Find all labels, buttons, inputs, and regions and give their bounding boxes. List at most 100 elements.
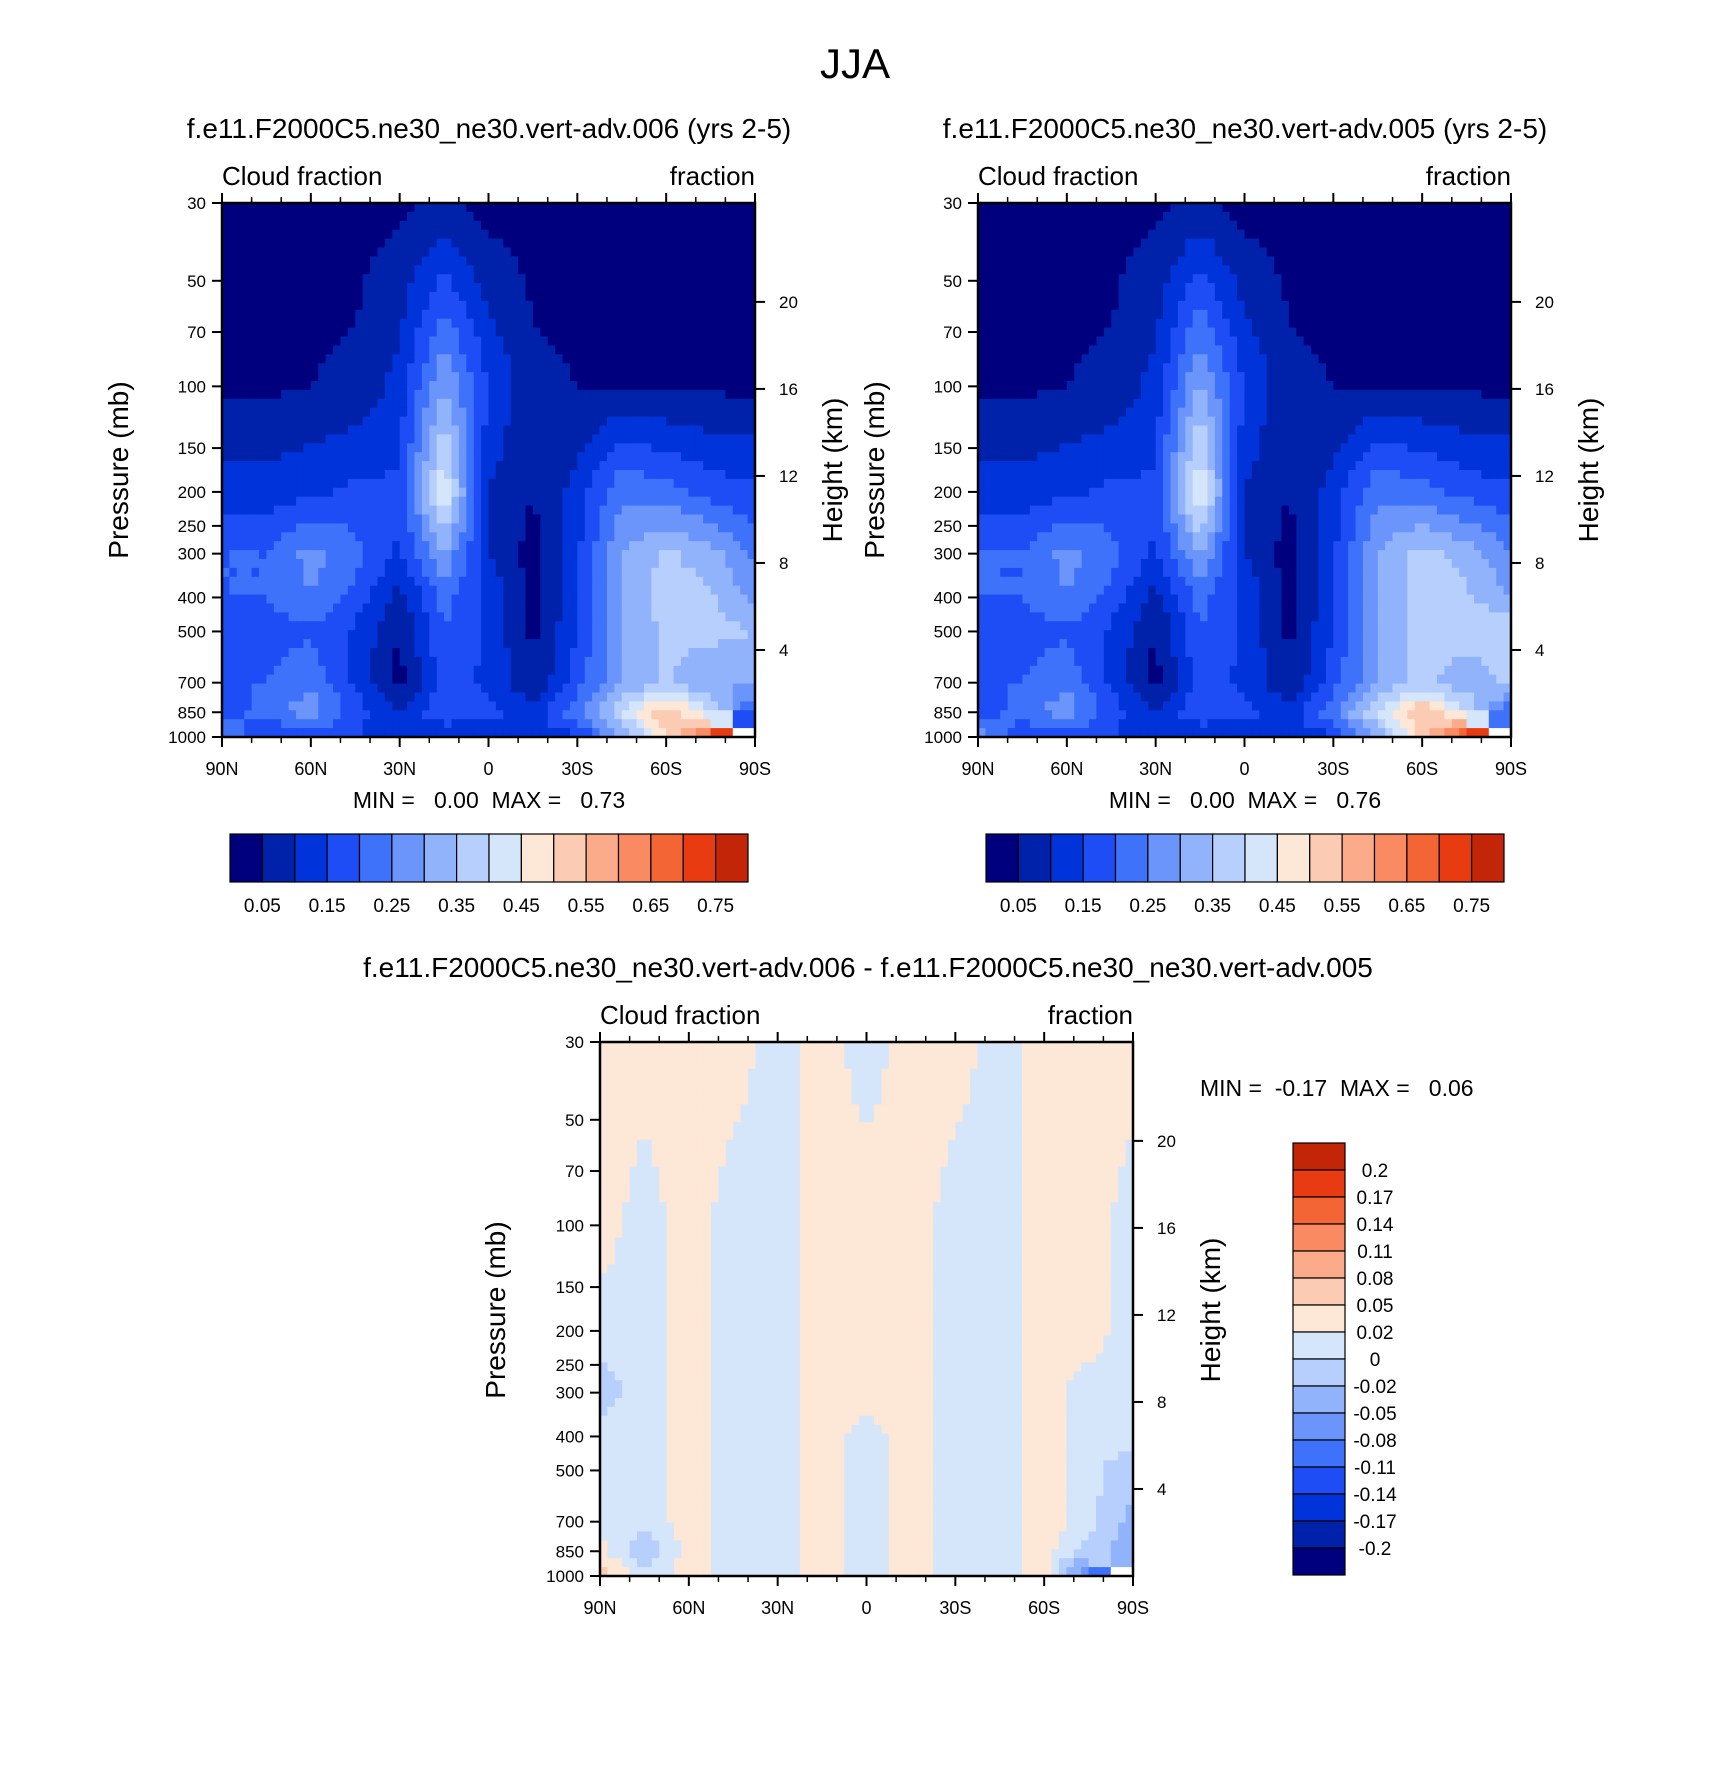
heatmap-cell <box>636 425 645 435</box>
heatmap-cell <box>303 389 312 400</box>
heatmap-cell <box>296 674 305 685</box>
heatmap-cell <box>273 487 282 498</box>
lat-tick-label: 0 <box>483 759 493 779</box>
heatmap-cell <box>236 229 245 240</box>
heatmap-cell <box>740 425 749 435</box>
heatmap-cell <box>658 478 667 489</box>
heatmap-cell <box>384 567 393 578</box>
heatmap-cell <box>251 665 260 676</box>
heatmap-cell <box>666 630 675 640</box>
heatmap-cell <box>259 585 268 596</box>
heatmap-cell <box>636 345 645 355</box>
heatmap-cell <box>532 434 541 444</box>
heatmap-cell <box>355 719 364 729</box>
heatmap-cell <box>695 265 704 275</box>
heatmap-cell <box>629 683 638 694</box>
heatmap-cell <box>621 238 630 249</box>
heatmap-cell <box>333 639 342 649</box>
heatmap-cell <box>458 300 467 311</box>
heatmap-cell <box>429 487 438 498</box>
heatmap-cell <box>288 372 297 382</box>
heatmap-cell <box>740 229 749 240</box>
heatmap-cell <box>584 674 593 685</box>
heatmap-cell <box>466 656 475 667</box>
heatmap-cell <box>370 220 379 231</box>
heatmap-cell <box>555 300 564 311</box>
heatmap-cell <box>407 594 416 605</box>
heatmap-cell <box>310 274 319 284</box>
heatmap-cell <box>592 559 601 569</box>
heatmap-cell <box>333 550 342 560</box>
heatmap-cell <box>673 238 682 249</box>
heatmap-cell <box>695 238 704 249</box>
heatmap-cell <box>458 550 467 560</box>
heatmap-cell <box>495 443 504 453</box>
heatmap-cell <box>340 514 349 524</box>
heatmap-cell <box>503 327 512 338</box>
heatmap-cell <box>740 318 749 329</box>
heatmap-cell <box>444 461 453 471</box>
heatmap-cell <box>340 576 349 587</box>
heatmap-cell <box>636 265 645 275</box>
heatmap-cell <box>1155 211 1164 222</box>
heatmap-cell <box>1266 265 1275 275</box>
heatmap-cell <box>651 576 660 587</box>
heatmap-cell <box>259 550 268 560</box>
heatmap-cell <box>599 309 608 320</box>
heatmap-cell <box>407 372 416 382</box>
heatmap-cell <box>1288 265 1297 275</box>
heatmap-cell <box>569 452 578 462</box>
heatmap-cell <box>540 603 549 613</box>
heatmap-cell <box>629 559 638 569</box>
heatmap-cell <box>599 674 608 685</box>
heatmap-cell <box>658 434 667 444</box>
heatmap-cell <box>643 381 652 391</box>
heatmap-cell <box>436 683 445 694</box>
heatmap-cell <box>1237 265 1246 275</box>
colorbar-box <box>456 833 490 883</box>
heatmap-cell <box>740 274 749 284</box>
heatmap-cell <box>325 274 334 284</box>
heatmap-cell <box>407 487 416 498</box>
heatmap-cell <box>651 496 660 507</box>
heatmap-cell <box>451 567 460 578</box>
heatmap-cell <box>310 576 319 587</box>
heatmap-cell <box>273 461 282 471</box>
heatmap-cell <box>1074 229 1083 240</box>
heatmap-cell <box>370 621 379 631</box>
heatmap-cell <box>296 567 305 578</box>
heatmap-cell <box>473 523 482 533</box>
heatmap-cell <box>606 585 615 596</box>
heatmap-cell <box>658 683 667 694</box>
heatmap-cell <box>606 541 615 551</box>
heatmap-cell <box>392 256 401 266</box>
heatmap-cell <box>259 345 268 355</box>
heatmap-cell <box>384 710 393 720</box>
heatmap-cell <box>525 532 534 542</box>
heatmap-cell <box>310 470 319 480</box>
heatmap-cell <box>525 567 534 578</box>
heatmap-cell <box>710 211 719 222</box>
heatmap-cell <box>407 639 416 649</box>
heatmap-cell <box>473 683 482 694</box>
heatmap-cell <box>377 345 386 355</box>
heatmap-cell <box>244 354 253 364</box>
heatmap-cell <box>555 229 564 240</box>
heatmap-cell <box>236 692 245 702</box>
heatmap-cell <box>259 701 268 711</box>
heatmap-cell <box>1355 203 1364 213</box>
heatmap-cell <box>584 363 593 373</box>
heatmap-cell <box>636 550 645 560</box>
heatmap-cell <box>636 559 645 569</box>
heatmap-cell <box>347 274 356 284</box>
heatmap-cell <box>303 630 312 640</box>
heatmap-cell <box>458 710 467 720</box>
heatmap-cell <box>362 416 371 427</box>
heatmap-cell <box>643 425 652 435</box>
heatmap-cell <box>377 274 386 284</box>
heatmap-cell <box>717 238 726 249</box>
heatmap-cell <box>495 452 504 462</box>
heatmap-cell <box>414 309 423 320</box>
heatmap-cell <box>288 336 297 346</box>
heatmap-cell <box>695 514 704 524</box>
